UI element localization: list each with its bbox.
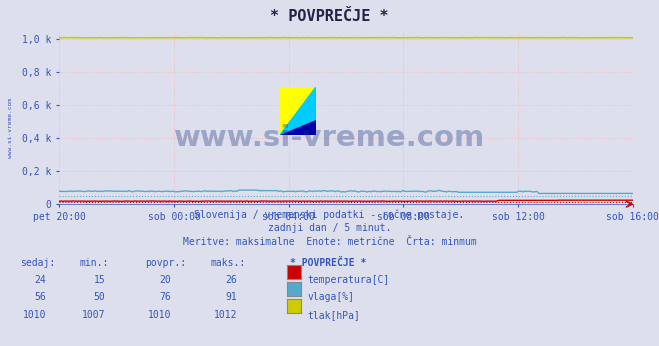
Text: www.si-vreme.com: www.si-vreme.com bbox=[8, 98, 13, 158]
Text: min.:: min.: bbox=[79, 258, 109, 268]
Text: 1012: 1012 bbox=[214, 310, 237, 320]
Text: maks.:: maks.: bbox=[211, 258, 246, 268]
Polygon shape bbox=[280, 86, 316, 135]
Text: * POVPREČJE *: * POVPREČJE * bbox=[290, 258, 366, 268]
Polygon shape bbox=[280, 86, 316, 135]
Text: temperatura[C]: temperatura[C] bbox=[308, 275, 390, 285]
Text: 1007: 1007 bbox=[82, 310, 105, 320]
Text: 76: 76 bbox=[159, 292, 171, 302]
Text: 1010: 1010 bbox=[148, 310, 171, 320]
Text: * POVPREČJE *: * POVPREČJE * bbox=[270, 9, 389, 24]
Text: 56: 56 bbox=[34, 292, 46, 302]
Text: 1010: 1010 bbox=[22, 310, 46, 320]
Text: 24: 24 bbox=[34, 275, 46, 285]
Text: 26: 26 bbox=[225, 275, 237, 285]
Text: 15: 15 bbox=[94, 275, 105, 285]
Polygon shape bbox=[280, 120, 316, 135]
Text: vlaga[%]: vlaga[%] bbox=[308, 292, 355, 302]
Text: 20: 20 bbox=[159, 275, 171, 285]
Text: zadnji dan / 5 minut.: zadnji dan / 5 minut. bbox=[268, 223, 391, 233]
Text: 91: 91 bbox=[225, 292, 237, 302]
Text: www.si-vreme.com: www.si-vreme.com bbox=[174, 125, 485, 152]
Text: sedaj:: sedaj: bbox=[20, 258, 55, 268]
Text: povpr.:: povpr.: bbox=[145, 258, 186, 268]
Text: Meritve: maksimalne  Enote: metrične  Črta: minmum: Meritve: maksimalne Enote: metrične Črta… bbox=[183, 237, 476, 247]
Text: Slovenija / vremenski podatki - ročne postaje.: Slovenija / vremenski podatki - ročne po… bbox=[194, 209, 465, 220]
Text: 50: 50 bbox=[94, 292, 105, 302]
Text: tlak[hPa]: tlak[hPa] bbox=[308, 310, 360, 320]
